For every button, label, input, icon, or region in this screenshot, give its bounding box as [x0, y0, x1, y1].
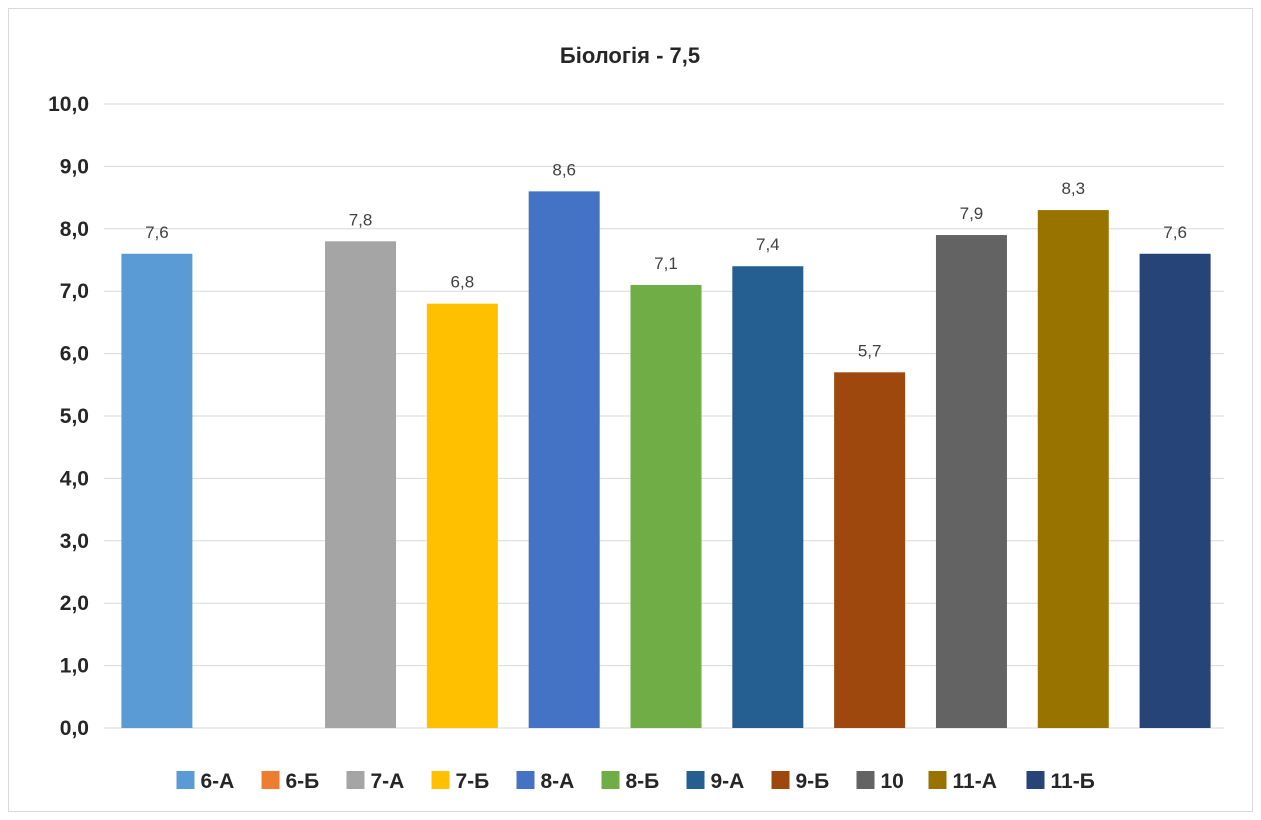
bar-7-А	[325, 241, 397, 728]
y-tick-label: 1,0	[60, 655, 89, 678]
bar-11-А	[1037, 210, 1109, 728]
legend-label: 9-А	[711, 770, 745, 793]
bar-8-Б	[630, 284, 702, 728]
legend-label: 11-А	[953, 770, 997, 793]
y-axis-ticks: 0,0 1,0 2,0 3,0 4,0 5,0 6,0 7,0 8,0 9,0 10,0	[48, 93, 89, 740]
chart-title: Біологія - 7,5	[560, 43, 700, 68]
bar-7-Б	[426, 303, 498, 728]
y-tick-label: 6,0	[60, 343, 89, 366]
data-label: 5,7	[858, 341, 882, 360]
data-label: 8,6	[552, 160, 576, 179]
y-tick-label: 7,0	[60, 280, 89, 303]
data-label: 8,3	[1061, 179, 1085, 198]
data-label: 7,8	[349, 210, 373, 229]
bar-9-Б	[834, 372, 906, 728]
legend-swatch	[176, 771, 195, 789]
legend-swatch	[346, 771, 365, 789]
data-labels: 7,6 7,8 6,8 8,6 7,1 7,4 5,7 7,9 8,3 7,6	[145, 160, 1187, 360]
legend-label: 8-Б	[626, 770, 660, 793]
bar-10	[935, 235, 1007, 729]
legend-swatch	[1026, 771, 1045, 789]
data-label: 7,9	[960, 204, 984, 223]
legend-swatch	[261, 771, 280, 789]
legend-swatch	[928, 771, 947, 789]
bar-8-А	[528, 191, 600, 729]
bars	[121, 191, 1211, 729]
y-tick-label: 8,0	[60, 218, 89, 241]
legend-label: 10	[881, 770, 904, 793]
y-tick-label: 4,0	[60, 467, 89, 490]
legend-swatch	[856, 771, 875, 789]
legend-label: 11-Б	[1051, 770, 1095, 793]
data-label: 7,6	[1163, 223, 1187, 242]
bar-9-А	[732, 266, 804, 728]
legend-swatch	[431, 771, 450, 789]
legend-label: 6-Б	[286, 770, 320, 793]
legend-swatch	[516, 771, 535, 789]
y-tick-label: 3,0	[60, 530, 89, 553]
data-label: 7,4	[756, 235, 780, 254]
y-tick-label: 10,0	[48, 93, 89, 116]
legend-label: 6-А	[201, 770, 235, 793]
legend-label: 7-Б	[456, 770, 490, 793]
legend: 6-А 6-Б 7-А 7-Б 8-А 8-Б 9-А 9-Б 10 11-А 11-Б	[176, 770, 1095, 793]
data-label: 7,1	[654, 254, 678, 273]
data-label: 6,8	[451, 273, 475, 292]
legend-label: 8-А	[541, 770, 575, 793]
y-tick-label: 2,0	[60, 592, 89, 615]
legend-label: 9-Б	[796, 770, 830, 793]
y-tick-label: 0,0	[60, 717, 89, 740]
legend-swatch	[771, 771, 790, 789]
y-tick-label: 5,0	[60, 405, 89, 428]
bar-chart: Біологія - 7,5 0,0 1,0 2,0 3,0 4,0 5,0 6,0 7,0 8…	[48, 43, 1224, 793]
bar-6-А	[121, 253, 193, 728]
bar-11-Б	[1139, 253, 1211, 728]
legend-label: 7-А	[371, 770, 405, 793]
legend-swatch	[686, 771, 705, 789]
chart-frame: Біологія - 7,5 0,0 1,0 2,0 3,0 4,0 5,0 6,0 7,0 8…	[8, 8, 1253, 812]
data-label: 7,6	[145, 223, 169, 242]
legend-swatch	[601, 771, 620, 789]
y-tick-label: 9,0	[60, 155, 89, 178]
